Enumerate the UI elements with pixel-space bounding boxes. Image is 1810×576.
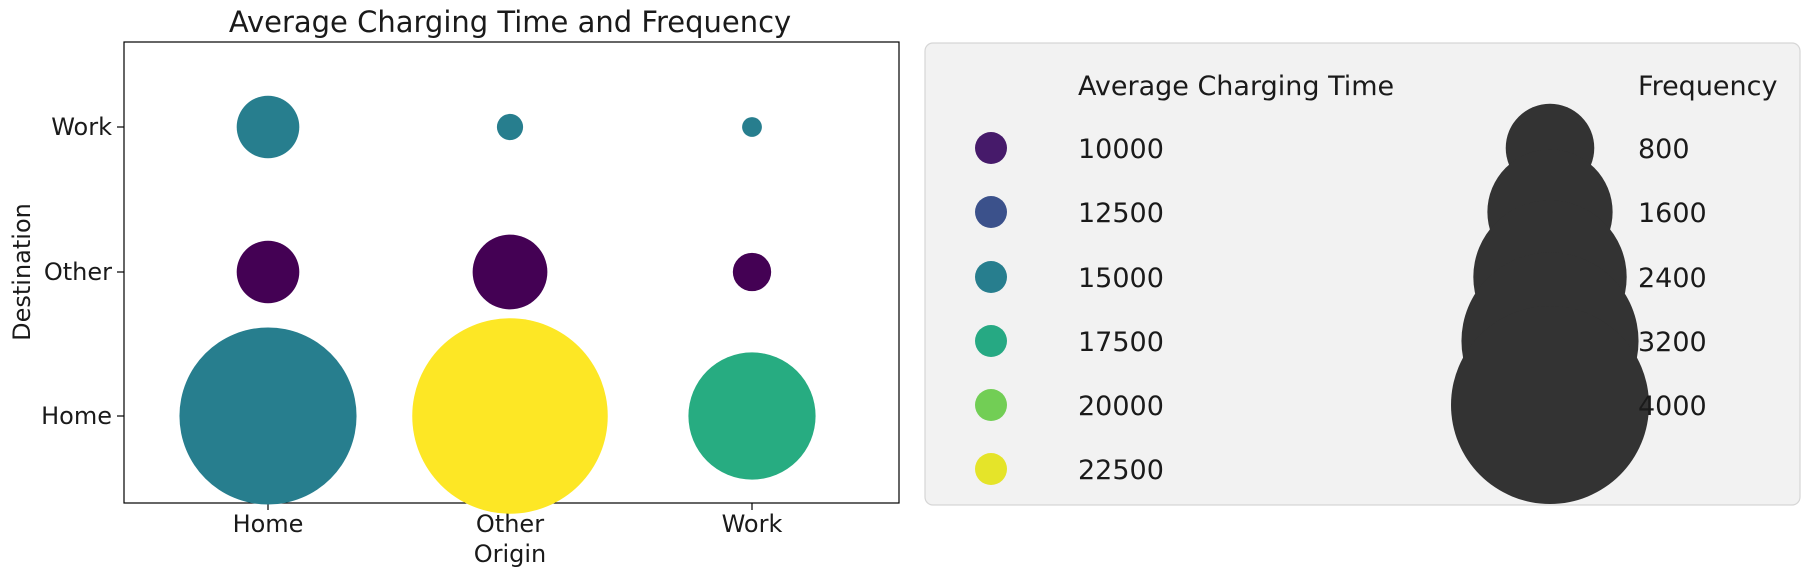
legend-size-title: Frequency — [1638, 71, 1778, 102]
point-home-to-work — [236, 95, 300, 159]
legend-size-entries: 800 1600 2400 3200 4000 — [1451, 103, 1707, 504]
legend-size-label-3200: 3200 — [1638, 327, 1707, 358]
point-other-to-home — [412, 318, 608, 514]
legend-color-label-10000: 10000 — [1078, 134, 1164, 165]
legend-color-swatch-17500 — [975, 325, 1007, 357]
y-axis: Home Other Work — [41, 113, 124, 430]
y-tick-label-other: Other — [44, 258, 112, 286]
legend-color-swatch-20000 — [975, 389, 1007, 421]
y-axis-label: Destination — [8, 203, 36, 341]
legend-color-label-20000: 20000 — [1078, 391, 1164, 422]
point-work-to-other — [732, 252, 772, 292]
x-tick-label-other: Other — [476, 510, 544, 538]
x-tick-label-work: Work — [722, 510, 783, 538]
legend-color-swatch-15000 — [975, 261, 1007, 293]
point-home-to-home — [179, 327, 357, 505]
legend-color-swatch-10000 — [975, 132, 1007, 164]
legend-color-label-22500: 22500 — [1078, 455, 1164, 486]
legend-color-label-12500: 12500 — [1078, 198, 1164, 229]
point-work-to-work — [742, 117, 762, 137]
x-axis: Home Other Work — [233, 503, 783, 538]
legend-size-label-800: 800 — [1638, 134, 1690, 165]
legend-color-label-17500: 17500 — [1078, 327, 1164, 358]
legend-size-label-2400: 2400 — [1638, 263, 1707, 294]
data-points — [179, 95, 816, 514]
point-home-to-other — [236, 240, 300, 304]
x-tick-label-home: Home — [233, 510, 304, 538]
legend-color-swatch-12500 — [975, 196, 1007, 228]
point-other-to-other — [472, 234, 548, 310]
point-other-to-work — [496, 113, 524, 141]
legend-size-marker-4000 — [1451, 306, 1649, 504]
y-tick-label-home: Home — [41, 402, 112, 430]
chart-title: Average Charging Time and Frequency — [229, 5, 791, 39]
legend-color-entries: 10000 12500 15000 17500 20000 22500 — [975, 132, 1164, 486]
legend-size-label-1600: 1600 — [1638, 198, 1707, 229]
y-tick-label-work: Work — [51, 113, 112, 141]
x-axis-label: Origin — [474, 540, 547, 568]
legend-size-label-4000: 4000 — [1638, 391, 1707, 422]
legend-color-swatch-22500 — [975, 453, 1007, 485]
point-work-to-home — [688, 352, 816, 480]
legend-color-title: Average Charging Time — [1078, 71, 1394, 102]
legend-color-label-15000: 15000 — [1078, 263, 1164, 294]
